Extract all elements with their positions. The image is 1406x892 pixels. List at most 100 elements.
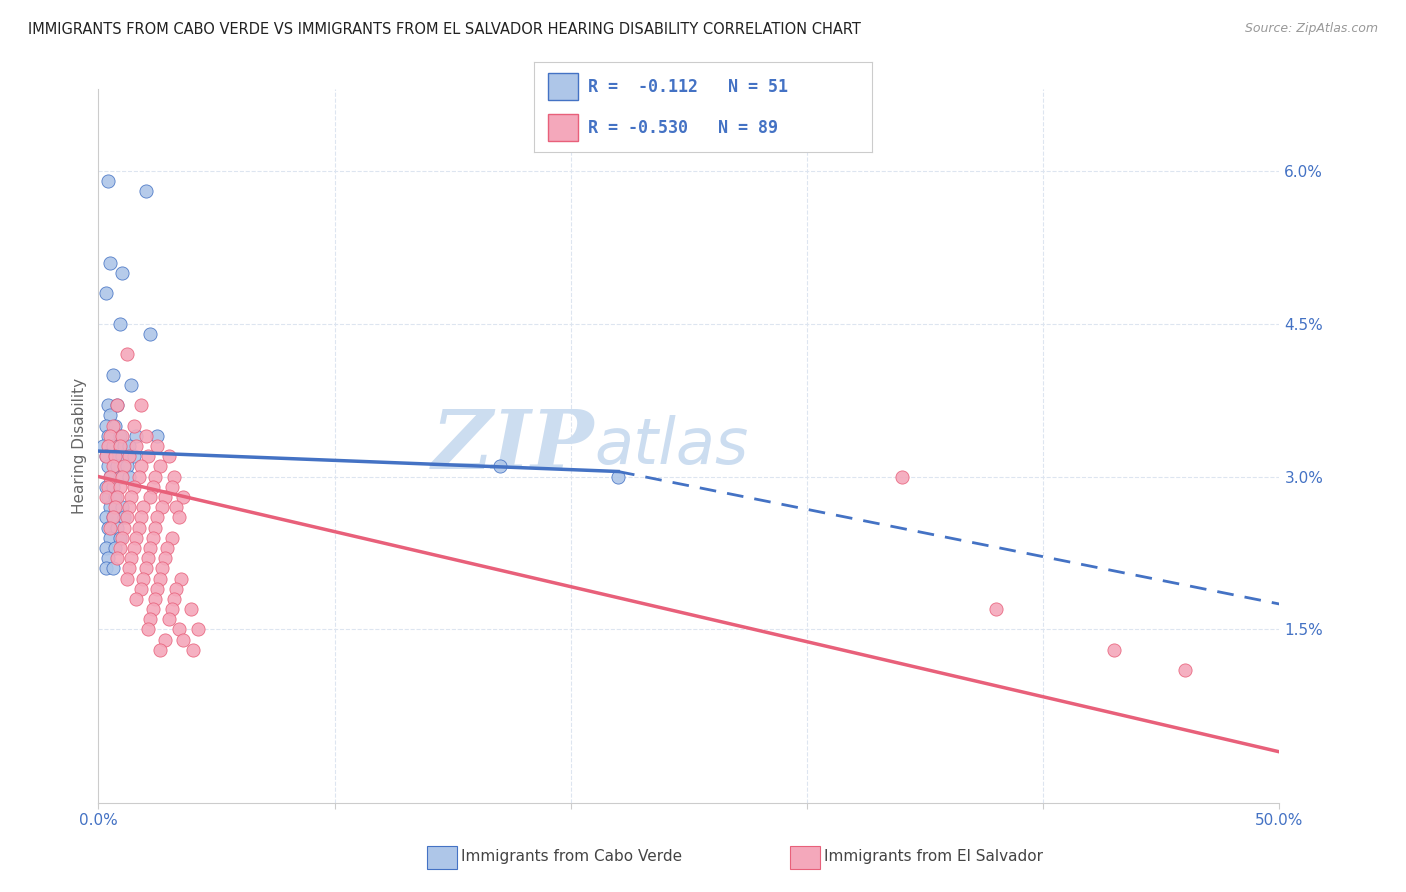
Point — [104, 541, 127, 555]
Point — [122, 449, 145, 463]
Point — [115, 510, 138, 524]
Point — [101, 510, 124, 524]
Point — [94, 480, 117, 494]
Point — [129, 582, 152, 596]
Point — [163, 591, 186, 606]
Point — [108, 429, 131, 443]
Point — [143, 469, 166, 483]
Point — [128, 520, 150, 534]
Point — [104, 449, 127, 463]
Point — [101, 459, 124, 474]
Bar — [548, 114, 578, 141]
Point — [136, 551, 159, 566]
Point — [98, 520, 121, 534]
Point — [94, 449, 117, 463]
Point — [94, 541, 117, 555]
Point — [98, 531, 121, 545]
Point — [165, 582, 187, 596]
Point — [125, 591, 148, 606]
Point — [101, 561, 124, 575]
Point — [136, 623, 159, 637]
Point — [94, 561, 117, 575]
Text: Immigrants from El Salvador: Immigrants from El Salvador — [824, 849, 1043, 863]
Point — [153, 490, 176, 504]
Point — [118, 439, 141, 453]
Point — [129, 459, 152, 474]
Point — [115, 347, 138, 361]
Point — [112, 520, 135, 534]
Bar — [790, 846, 820, 869]
Point — [142, 602, 165, 616]
Point — [91, 439, 114, 453]
Point — [97, 429, 120, 443]
Point — [125, 439, 148, 453]
Point — [180, 602, 202, 616]
Point — [111, 469, 134, 483]
Point — [97, 398, 120, 412]
Point — [118, 469, 141, 483]
Point — [150, 500, 173, 515]
Point — [143, 520, 166, 534]
Point — [122, 480, 145, 494]
Point — [97, 439, 120, 453]
Point — [136, 449, 159, 463]
Point — [142, 480, 165, 494]
Point — [121, 551, 143, 566]
Text: IMMIGRANTS FROM CABO VERDE VS IMMIGRANTS FROM EL SALVADOR HEARING DISABILITY COR: IMMIGRANTS FROM CABO VERDE VS IMMIGRANTS… — [28, 22, 860, 37]
Point — [129, 398, 152, 412]
Point — [111, 500, 134, 515]
Point — [94, 418, 117, 433]
Point — [160, 602, 183, 616]
Point — [98, 429, 121, 443]
Point — [108, 469, 131, 483]
Point — [890, 469, 912, 483]
Point — [160, 480, 183, 494]
Point — [187, 623, 209, 637]
Text: R = -0.530   N = 89: R = -0.530 N = 89 — [588, 119, 779, 136]
Point — [97, 490, 120, 504]
Point — [607, 469, 630, 483]
Text: Source: ZipAtlas.com: Source: ZipAtlas.com — [1244, 22, 1378, 36]
Point — [112, 510, 135, 524]
Bar — [427, 846, 457, 869]
Point — [112, 459, 135, 474]
Point — [108, 439, 131, 453]
Point — [1102, 643, 1125, 657]
Point — [163, 469, 186, 483]
Y-axis label: Hearing Disability: Hearing Disability — [72, 378, 87, 514]
Text: ZIP: ZIP — [432, 406, 595, 486]
Point — [139, 326, 162, 341]
Point — [104, 500, 127, 515]
Point — [149, 459, 172, 474]
Point — [104, 490, 127, 504]
Point — [101, 439, 124, 453]
Text: R =  -0.112   N = 51: R = -0.112 N = 51 — [588, 78, 789, 95]
Point — [150, 561, 173, 575]
Point — [97, 174, 120, 188]
Point — [146, 439, 169, 453]
Point — [139, 541, 162, 555]
Point — [101, 480, 124, 494]
Point — [167, 623, 190, 637]
Point — [104, 418, 127, 433]
Point — [156, 541, 179, 555]
Point — [118, 561, 141, 575]
Point — [105, 490, 128, 504]
Point — [105, 551, 128, 566]
Point — [146, 510, 169, 524]
Point — [115, 459, 138, 474]
Point — [94, 510, 117, 524]
Point — [170, 572, 193, 586]
Point — [146, 429, 169, 443]
Point — [149, 572, 172, 586]
Point — [153, 551, 176, 566]
Point — [153, 632, 176, 647]
Point — [121, 377, 143, 392]
Point — [98, 409, 121, 423]
Point — [135, 429, 157, 443]
Point — [105, 398, 128, 412]
Point — [181, 643, 204, 657]
Point — [94, 490, 117, 504]
Point — [101, 418, 124, 433]
Point — [105, 459, 128, 474]
